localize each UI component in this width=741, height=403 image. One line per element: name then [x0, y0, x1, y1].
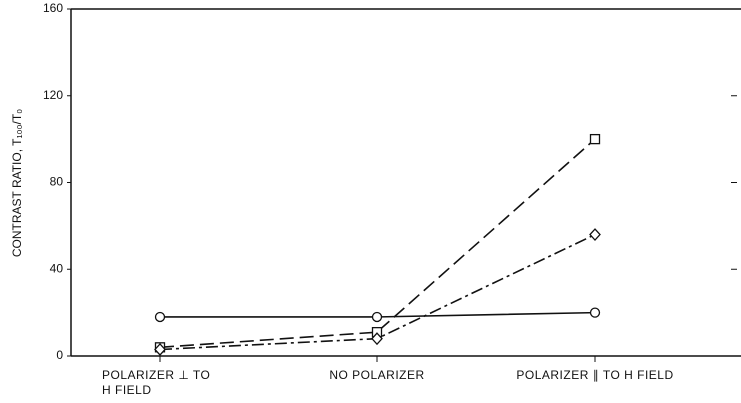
y-tick-label: 40 — [50, 261, 64, 275]
y-tick-label: 160 — [43, 1, 63, 15]
point — [371, 311, 383, 323]
y-tick-label: 0 — [56, 348, 63, 362]
y-tick-label: 120 — [43, 88, 63, 102]
point — [154, 343, 166, 356]
x-tick-label: POLARIZER ∥ TO H FIELD — [516, 368, 674, 382]
y-axis-label: CONTRAST RATIO, T₁₀₀/T₀ — [10, 109, 24, 257]
x-tick-label: NO POLARIZER — [329, 368, 425, 382]
point — [154, 311, 166, 323]
series-line — [159, 138, 596, 349]
y-tick-label: 80 — [50, 175, 64, 189]
point — [589, 228, 601, 242]
point — [371, 332, 383, 346]
point — [589, 133, 601, 145]
point — [589, 307, 601, 318]
x-tick-label: POLARIZER ⊥ TO H FIELD — [102, 368, 211, 397]
